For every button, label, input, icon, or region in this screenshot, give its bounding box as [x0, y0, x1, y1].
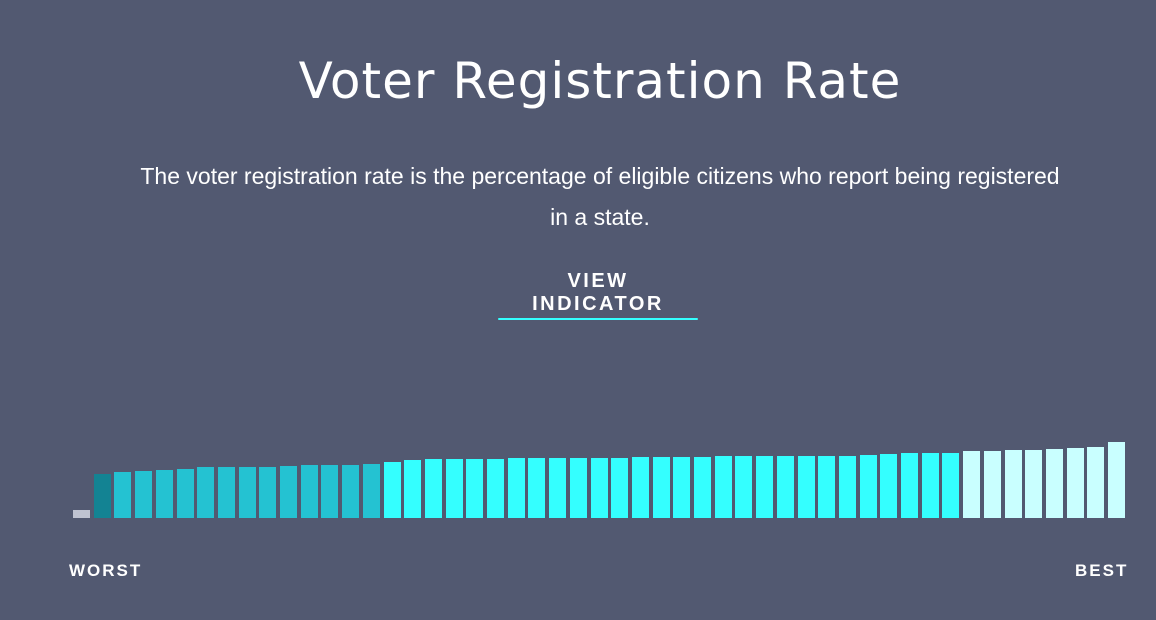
state-bar[interactable] [1108, 442, 1125, 518]
state-bar[interactable] [777, 456, 794, 518]
state-bar[interactable] [301, 465, 318, 518]
state-bar[interactable] [259, 467, 276, 518]
view-indicator-label: VIEW INDICATOR [532, 270, 664, 315]
state-bar[interactable] [466, 459, 483, 518]
view-indicator-link[interactable]: VIEW INDICATOR [498, 270, 698, 320]
state-bar[interactable] [156, 470, 173, 518]
indicator-description: The voter registration rate is the perce… [0, 156, 1156, 238]
state-bar[interactable] [135, 471, 152, 518]
state-bar[interactable] [942, 453, 959, 518]
state-bar[interactable] [1067, 448, 1084, 518]
state-bar[interactable] [798, 456, 815, 518]
state-bar[interactable] [446, 459, 463, 518]
state-bar[interactable] [1005, 450, 1022, 518]
description-line-2: in a state. [550, 204, 650, 230]
state-bar[interactable] [901, 453, 918, 518]
state-bar[interactable] [114, 472, 131, 518]
state-bar[interactable] [549, 458, 566, 518]
state-bar[interactable] [653, 457, 670, 518]
state-bar[interactable] [239, 467, 256, 518]
description-line-1: The voter registration rate is the perce… [140, 163, 1060, 189]
state-bar[interactable] [508, 458, 525, 518]
state-bar[interactable] [528, 458, 545, 518]
state-bar[interactable] [218, 467, 235, 518]
state-bar[interactable] [94, 474, 111, 518]
state-bar[interactable] [177, 469, 194, 518]
state-bar[interactable] [1046, 449, 1063, 518]
state-bar[interactable] [342, 465, 359, 518]
state-bar[interactable] [197, 467, 214, 518]
state-bar[interactable] [922, 453, 939, 518]
state-bar[interactable] [839, 456, 856, 518]
state-bar[interactable] [756, 456, 773, 518]
state-bar[interactable] [984, 451, 1001, 518]
axis-label-best: BEST [1075, 561, 1129, 580]
state-bar[interactable] [404, 460, 421, 518]
state-bar[interactable] [425, 459, 442, 518]
state-bar[interactable] [673, 457, 690, 518]
state-bar[interactable] [1025, 450, 1042, 518]
state-bar[interactable] [363, 464, 380, 518]
state-bar[interactable] [321, 465, 338, 518]
axis-label-worst: WORST [69, 561, 143, 580]
state-bar[interactable] [1087, 447, 1104, 518]
state-bar[interactable] [860, 455, 877, 518]
state-bar[interactable] [818, 456, 835, 518]
state-bar[interactable] [694, 457, 711, 518]
link-underline [498, 318, 698, 320]
state-bar[interactable] [735, 456, 752, 518]
state-bar[interactable] [280, 466, 297, 518]
state-bar[interactable] [570, 458, 587, 518]
state-bar[interactable] [487, 459, 504, 518]
state-bar[interactable] [73, 510, 90, 518]
state-bar[interactable] [715, 456, 732, 518]
state-bar[interactable] [591, 458, 608, 518]
state-bar[interactable] [632, 457, 649, 518]
state-bar[interactable] [880, 454, 897, 518]
state-bar[interactable] [611, 458, 628, 518]
state-bar[interactable] [384, 462, 401, 518]
state-bar[interactable] [963, 451, 980, 518]
page-title: Voter Registration Rate [298, 52, 902, 110]
